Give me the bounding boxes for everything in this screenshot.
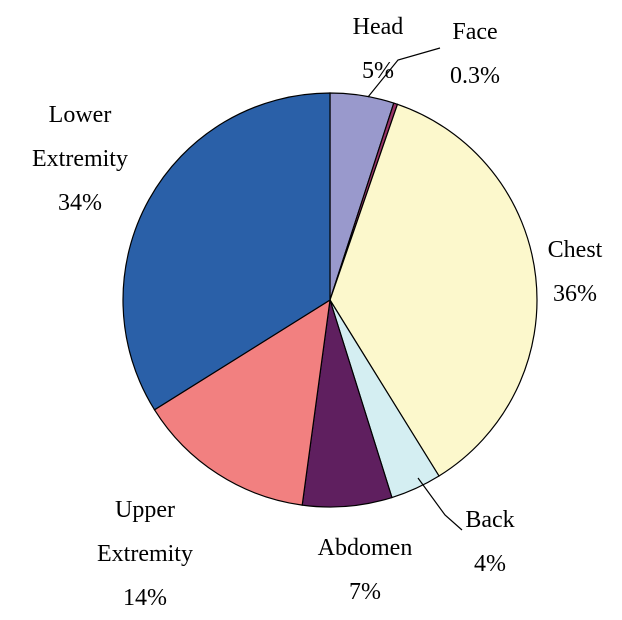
value-label: 14%	[123, 585, 167, 611]
leader-line	[417, 477, 463, 531]
slice-label: Upper Extremity 14%	[80, 488, 210, 620]
slice-label: Lower Extremity 34%	[15, 93, 145, 225]
value-label: 34%	[58, 190, 102, 216]
category-label: Back	[465, 507, 515, 533]
slice-label: Abdomen 7%	[300, 526, 430, 614]
slice-label: Back 4%	[425, 498, 555, 586]
slice-label: Chest 36%	[510, 228, 622, 316]
category-label: Face	[452, 19, 498, 45]
category-label: Chest	[547, 237, 603, 263]
value-label: 7%	[349, 579, 381, 605]
category-label: Abdomen	[317, 535, 413, 561]
category-label: Upper Extremity	[97, 497, 193, 567]
slice-label: Head 5%	[313, 5, 443, 93]
value-label: 0.3%	[450, 63, 500, 89]
value-label: 5%	[362, 58, 394, 84]
value-label: 4%	[474, 551, 506, 577]
leader-line	[367, 47, 441, 98]
category-label: Lower Extremity	[32, 102, 128, 172]
value-label: 36%	[553, 281, 597, 307]
pie-slice	[122, 92, 331, 411]
category-label: Head	[352, 14, 404, 40]
pie-slice	[153, 298, 331, 506]
slice-label: Face 0.3%	[410, 10, 540, 98]
